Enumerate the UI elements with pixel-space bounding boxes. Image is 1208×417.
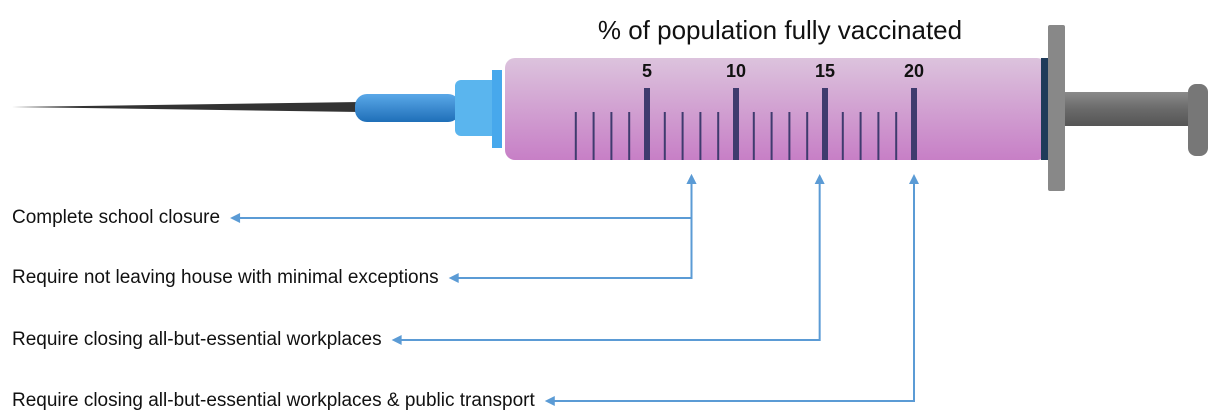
arrowhead-left — [391, 335, 402, 345]
major-graduation — [644, 88, 650, 160]
plunger-thumb — [1188, 84, 1208, 156]
tick-label: 10 — [726, 61, 746, 81]
minor-graduation — [717, 112, 720, 160]
minor-graduation — [770, 112, 773, 160]
arrowhead-left — [448, 273, 459, 283]
arrowhead-left — [544, 396, 555, 406]
minor-graduation — [628, 112, 631, 160]
nozzle — [455, 80, 500, 136]
needle-hub — [355, 94, 460, 122]
nozzle-collar — [492, 70, 502, 148]
minor-graduation — [877, 112, 880, 160]
arrowhead-up — [909, 174, 919, 184]
minor-graduation — [592, 112, 595, 160]
barrel — [505, 58, 1047, 160]
tick-label: 20 — [904, 61, 924, 81]
minor-graduation — [859, 112, 862, 160]
major-graduation — [911, 88, 917, 160]
needle — [12, 102, 360, 112]
minor-graduation — [681, 112, 684, 160]
minor-graduation — [788, 112, 791, 160]
arrowhead-up — [686, 174, 697, 184]
minor-graduation — [663, 112, 666, 160]
annotation-label: Require closing all-but-essential workpl… — [12, 390, 535, 411]
annotation-arrow — [454, 182, 693, 279]
minor-graduation — [610, 112, 613, 160]
minor-graduation — [841, 112, 844, 160]
annotation-arrow — [397, 182, 821, 341]
annotation-arrow — [236, 182, 693, 219]
minor-graduation — [895, 112, 898, 160]
plunger-flange — [1048, 25, 1065, 191]
title: % of population fully vaccinated — [598, 15, 962, 45]
annotation-label: Require not leaving house with minimal e… — [12, 267, 439, 288]
plunger-rod — [1065, 92, 1197, 126]
scale: 5 10 15 20 Complete school closure Require no… — [12, 61, 924, 411]
minor-graduation — [699, 112, 702, 160]
arrowhead-up — [814, 174, 825, 184]
minor-graduation — [752, 112, 755, 160]
annotation-label: Complete school closure — [12, 207, 220, 228]
minor-graduation — [574, 112, 577, 160]
minor-graduation — [806, 112, 809, 160]
annotation-arrow — [550, 182, 915, 402]
tick-label: 15 — [815, 61, 835, 81]
major-graduation — [733, 88, 739, 160]
plunger-seal — [1041, 58, 1049, 160]
major-graduation — [822, 88, 828, 160]
syringe — [12, 25, 1208, 191]
tick-label: 5 — [642, 61, 652, 81]
annotation-label: Require closing all-but-essential workpl… — [12, 329, 382, 350]
arrowhead-left — [230, 213, 241, 223]
